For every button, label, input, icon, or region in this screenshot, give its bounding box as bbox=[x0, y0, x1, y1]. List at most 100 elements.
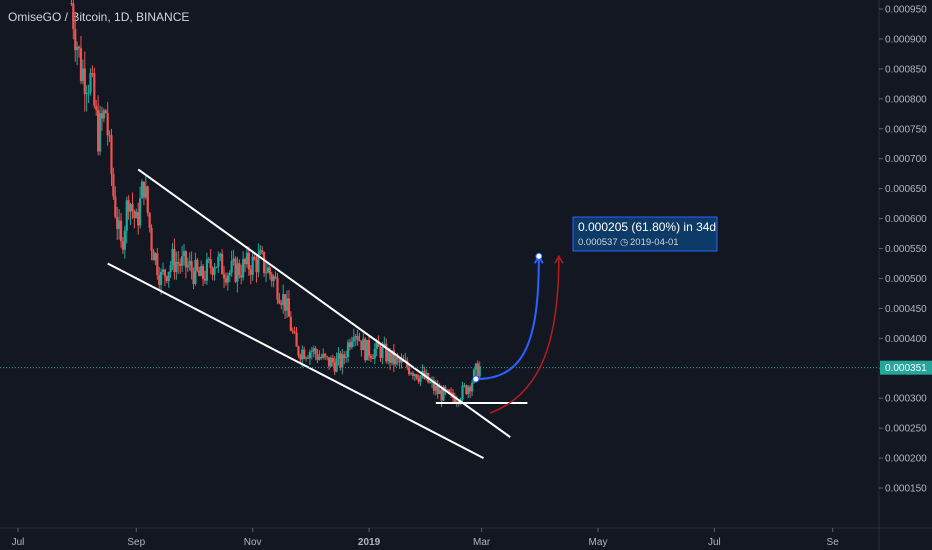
candle-body bbox=[192, 271, 195, 284]
candle-body bbox=[463, 385, 466, 387]
candle-body bbox=[394, 357, 397, 365]
x-tick-label: Mar bbox=[473, 537, 491, 548]
candle-body bbox=[87, 92, 90, 94]
candle-body bbox=[154, 253, 157, 261]
candle-body bbox=[144, 186, 147, 198]
candle-body bbox=[381, 346, 384, 358]
candle-body bbox=[93, 73, 96, 106]
candle-body bbox=[352, 337, 355, 342]
candle-body bbox=[444, 386, 447, 391]
candle-body bbox=[104, 110, 107, 113]
candle-body bbox=[390, 350, 394, 363]
candle-body bbox=[303, 349, 306, 359]
candle-body bbox=[287, 298, 291, 317]
candle-body bbox=[325, 356, 329, 358]
candle-body bbox=[263, 252, 266, 273]
candle-body bbox=[215, 266, 218, 268]
candle-body bbox=[291, 330, 294, 332]
candle-body bbox=[465, 385, 468, 394]
candle-body bbox=[201, 266, 205, 279]
candle-body bbox=[121, 241, 125, 250]
trendline bbox=[107, 262, 484, 459]
candle-body bbox=[312, 348, 315, 352]
candle-body bbox=[142, 181, 146, 198]
candle-body bbox=[188, 261, 191, 265]
candle-body bbox=[322, 353, 325, 358]
candle-body bbox=[276, 278, 279, 300]
x-tick-label: May bbox=[589, 537, 608, 548]
candle-body bbox=[190, 261, 193, 272]
candle-body bbox=[203, 278, 207, 281]
candle-body bbox=[167, 271, 170, 282]
candle-body bbox=[413, 374, 416, 376]
candle-body bbox=[345, 357, 348, 359]
candle-body bbox=[337, 353, 340, 359]
candle-body bbox=[268, 267, 271, 275]
candle-body bbox=[224, 278, 228, 283]
candles-group bbox=[70, 0, 481, 408]
candle-body bbox=[150, 227, 153, 251]
candle-body bbox=[213, 267, 216, 275]
projection-target-date: 2019-04-01 bbox=[630, 237, 679, 248]
candle-body bbox=[171, 248, 174, 266]
candle-body bbox=[159, 272, 163, 285]
candle-body bbox=[308, 352, 312, 359]
candle-body bbox=[440, 389, 443, 401]
candle-body bbox=[112, 173, 115, 197]
candle-body bbox=[476, 363, 479, 377]
candle-body bbox=[415, 374, 418, 379]
candle-body bbox=[261, 250, 264, 253]
y-tick-label: 0.000200 bbox=[885, 454, 927, 465]
candle-body bbox=[383, 343, 386, 347]
candle-body bbox=[139, 198, 142, 226]
candle-body bbox=[140, 181, 144, 199]
candle-body bbox=[266, 267, 270, 273]
candle-body bbox=[358, 340, 361, 342]
candle-body bbox=[255, 259, 258, 273]
candle-body bbox=[360, 340, 363, 351]
x-tick-label: Sep bbox=[127, 537, 145, 548]
candle-body bbox=[81, 68, 84, 82]
candle-body bbox=[388, 350, 392, 363]
candle-body bbox=[242, 259, 245, 278]
candle-body bbox=[156, 253, 159, 276]
candle-body bbox=[226, 275, 229, 283]
candle-body bbox=[449, 392, 453, 394]
candle-body bbox=[373, 349, 376, 359]
candle-body bbox=[387, 350, 390, 362]
candle-body bbox=[314, 348, 317, 355]
candle-body bbox=[83, 68, 86, 95]
candle-body bbox=[417, 378, 420, 382]
candle-body bbox=[350, 341, 353, 348]
candle-body bbox=[74, 29, 77, 51]
candle-body bbox=[385, 343, 388, 362]
candle-body bbox=[148, 212, 151, 228]
candle-body bbox=[324, 353, 327, 357]
y-tick-label: 0.000400 bbox=[885, 334, 927, 345]
candle-body bbox=[238, 263, 241, 275]
candle-body bbox=[230, 261, 233, 273]
candle-body bbox=[161, 269, 165, 273]
y-tick-label: 0.000700 bbox=[885, 154, 927, 165]
candle-body bbox=[211, 267, 214, 275]
candle-body bbox=[232, 258, 235, 262]
candle-body bbox=[318, 357, 321, 360]
candle-body bbox=[110, 135, 113, 174]
candle-body bbox=[474, 363, 477, 370]
candle-body bbox=[133, 211, 136, 219]
projection-group: 0.000205 (61.80%) in 34d 0.000537 ◷ 2019-04… bbox=[472, 216, 718, 414]
candle-body bbox=[329, 357, 332, 367]
candle-body bbox=[234, 258, 237, 282]
candle-body bbox=[341, 354, 344, 368]
candle-body bbox=[77, 46, 81, 49]
candle-body bbox=[228, 272, 231, 276]
candle-body bbox=[327, 357, 331, 367]
candle-body bbox=[367, 340, 371, 356]
candle-body bbox=[346, 342, 350, 358]
candle-body bbox=[196, 259, 199, 271]
candle-body bbox=[392, 350, 395, 365]
candle-body bbox=[91, 73, 94, 75]
candle-body bbox=[97, 110, 100, 152]
